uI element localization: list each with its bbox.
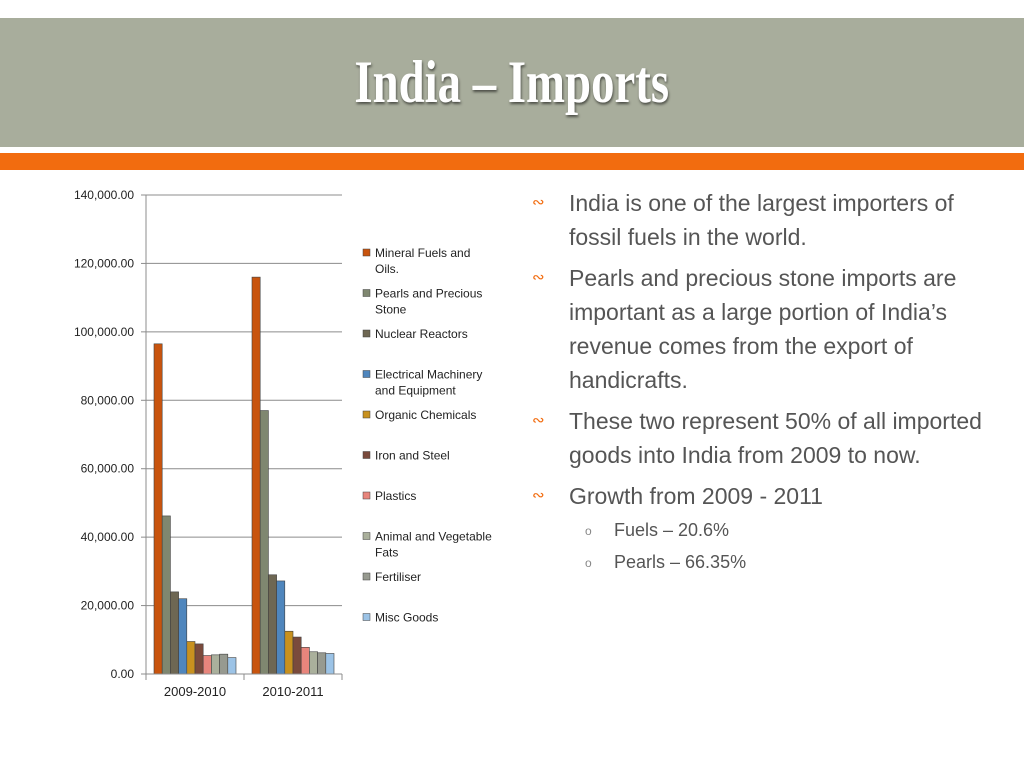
slide-title: India – Imports (354, 49, 670, 115)
legend-label: Misc Goods (375, 611, 438, 625)
legend-swatch (362, 248, 371, 257)
bar (161, 515, 171, 675)
legend-label: Pearls and Precious Stone (375, 287, 482, 317)
legend-label: Plastics (375, 489, 416, 503)
bar (227, 657, 237, 675)
bar (309, 651, 318, 675)
bullet-list: ∾ India is one of the largest importers o… (532, 186, 992, 584)
bar (186, 641, 196, 675)
bar (317, 652, 327, 675)
bullet-item: ∾ India is one of the largest importers o… (532, 186, 992, 254)
sub-bullet-text: Fuels – 20.6% (614, 520, 730, 540)
curl-glyph-icon: ∾ (532, 194, 545, 211)
legend-swatch (362, 370, 371, 378)
sub-bullet-item: o Pearls – 66.35% (569, 547, 992, 577)
legend-label: Iron and Steel (375, 449, 450, 463)
x-tick-label: 2009-2010 (164, 684, 226, 699)
chart-bars (153, 276, 335, 675)
x-axis: 2009-2010 2010-2011 (145, 673, 343, 699)
curl-glyph-icon: ∾ (532, 412, 545, 429)
curl-glyph-icon: ∾ (532, 487, 545, 504)
bar (211, 654, 220, 675)
bullet-item: ∾ Pearls and precious stone imports are i… (532, 261, 992, 397)
bar (194, 643, 204, 675)
circle-bullet-icon: o (585, 524, 592, 538)
y-axis: 0.00 20,000.00 40,000.00 60,000.00 80,000.00… (74, 188, 147, 681)
bar (268, 574, 277, 675)
legend-label: Animal and Vegetable Fats (375, 530, 492, 560)
bar (219, 653, 229, 675)
legend-swatch (362, 329, 371, 338)
legend-swatch (362, 289, 371, 297)
accent-bar (0, 153, 1024, 170)
bar (276, 580, 286, 675)
y-tick-label: 0.00 (111, 667, 135, 681)
bullet-item: ∾ These two represent 50% of all imported… (532, 404, 992, 472)
bar (284, 630, 294, 675)
curl-glyph-icon: ∾ (532, 269, 545, 286)
legend-label: Organic Chemicals (375, 408, 476, 422)
y-tick-label: 60,000.00 (81, 462, 135, 476)
bullet-text: Pearls and precious stone imports are im… (569, 265, 957, 393)
legend-label: Fertiliser (375, 570, 421, 584)
bar (202, 655, 212, 675)
bar (170, 591, 179, 675)
x-tick-label: 2010-2011 (262, 684, 323, 699)
chart-legend: Mineral Fuels and Oils. Pearls and Preciou… (362, 246, 492, 625)
circle-bullet-icon: o (585, 556, 592, 570)
bullet-text: India is one of the largest importers of… (569, 190, 954, 250)
y-tick-label: 40,000.00 (81, 530, 135, 544)
legend-label: Mineral Fuels and Oils. (375, 246, 470, 276)
legend-swatch (362, 572, 371, 581)
bullet-item: ∾ Growth from 2009 - 2011 o Fuels – 20.6% o P… (532, 479, 992, 577)
y-tick-label: 100,000.00 (74, 325, 134, 339)
bar (178, 598, 188, 675)
legend-swatch (362, 410, 371, 419)
bar (300, 647, 310, 675)
bullet-text: These two represent 50% of all imported … (569, 408, 982, 468)
y-tick-label: 80,000.00 (81, 393, 135, 407)
sub-bullet-item: o Fuels – 20.6% (569, 515, 992, 545)
legend-swatch (362, 451, 371, 459)
bar (325, 653, 335, 675)
legend-swatch (362, 532, 371, 540)
bar (292, 636, 302, 675)
bar (153, 343, 163, 675)
imports-bar-chart: 0.00 20,000.00 40,000.00 60,000.00 80,000.00… (74, 188, 492, 699)
bar (259, 410, 269, 675)
legend-label: Electrical Machinery and Equipment (375, 368, 482, 398)
y-tick-label: 20,000.00 (81, 599, 135, 613)
bullet-text: Growth from 2009 - 2011 (569, 483, 823, 509)
sub-bullet-text: Pearls – 66.35% (614, 552, 747, 572)
legend-swatch (362, 613, 371, 621)
y-tick-label: 120,000.00 (74, 256, 134, 270)
legend-label: Nuclear Reactors (375, 327, 468, 341)
y-tick-label: 140,000.00 (74, 188, 134, 202)
bar (251, 276, 261, 675)
legend-swatch (362, 491, 371, 500)
title-band: India – Imports (0, 18, 1024, 147)
